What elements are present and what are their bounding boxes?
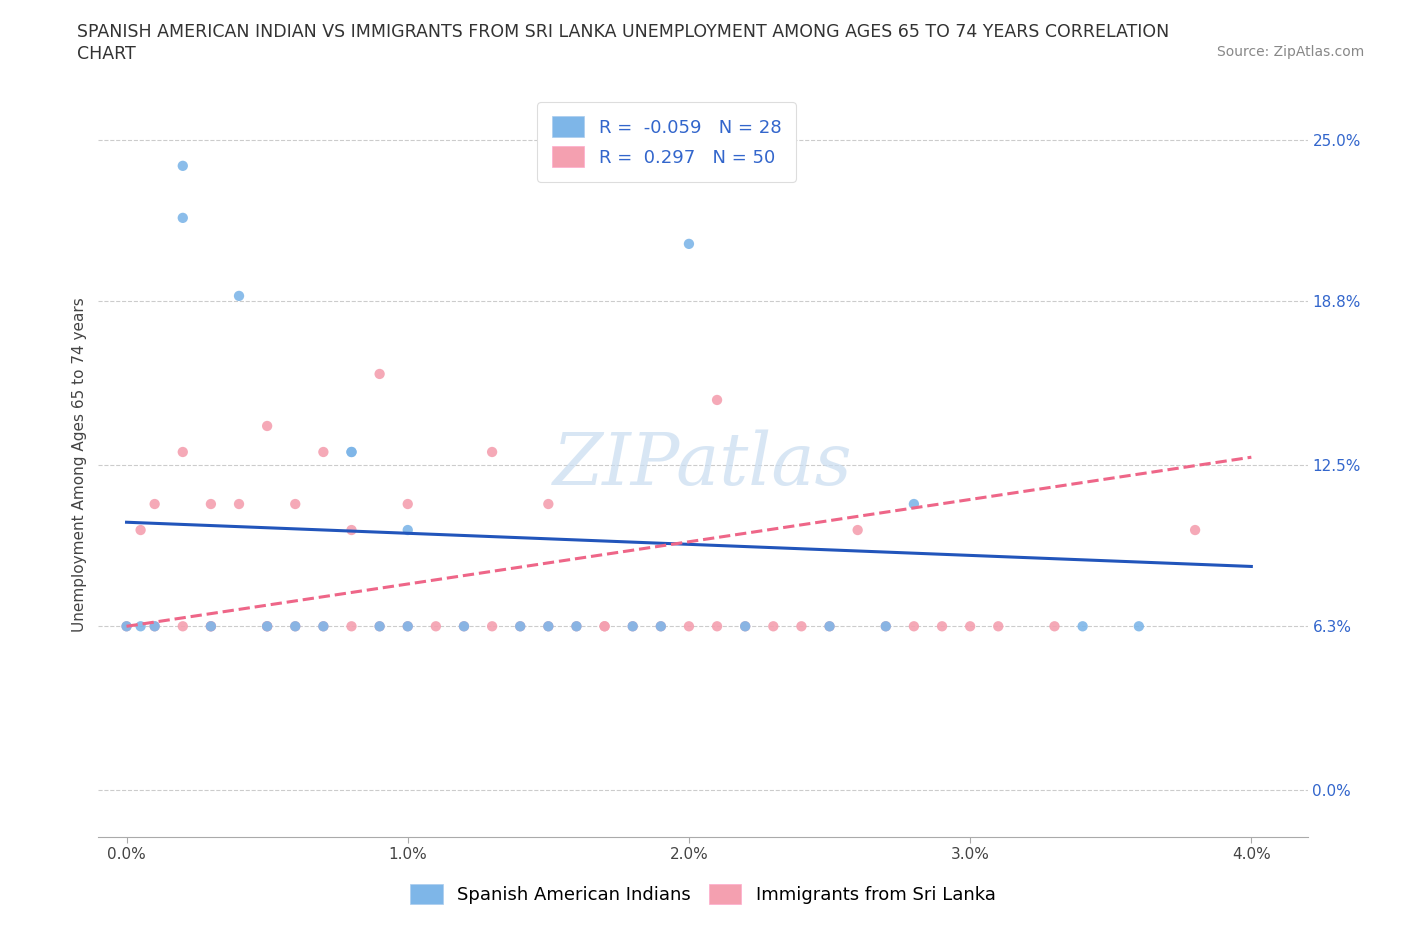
Point <box>1071 618 1094 633</box>
Point <box>621 618 644 633</box>
Point <box>481 445 503 459</box>
Legend: R =  -0.059   N = 28, R =  0.297   N = 50: R = -0.059 N = 28, R = 0.297 N = 50 <box>537 102 796 181</box>
Point <box>312 618 335 633</box>
Point <box>312 618 335 633</box>
Point <box>143 497 166 512</box>
Point <box>537 497 560 512</box>
Point <box>172 618 194 633</box>
Point <box>846 523 869 538</box>
Text: Source: ZipAtlas.com: Source: ZipAtlas.com <box>1216 45 1364 59</box>
Point <box>368 618 391 633</box>
Point <box>172 158 194 173</box>
Point <box>762 618 785 633</box>
Point <box>734 618 756 633</box>
Point <box>1184 523 1206 538</box>
Point <box>115 618 138 633</box>
Point <box>143 618 166 633</box>
Point <box>650 618 672 633</box>
Point <box>818 618 841 633</box>
Point <box>312 445 335 459</box>
Point <box>396 523 419 538</box>
Point <box>903 497 925 512</box>
Point <box>256 618 278 633</box>
Point <box>1128 618 1150 633</box>
Point <box>509 618 531 633</box>
Point <box>790 618 813 633</box>
Point <box>340 445 363 459</box>
Point <box>453 618 475 633</box>
Point <box>396 497 419 512</box>
Point <box>172 210 194 225</box>
Point <box>706 392 728 407</box>
Point <box>509 618 531 633</box>
Point <box>593 618 616 633</box>
Point <box>734 618 756 633</box>
Point <box>678 236 700 251</box>
Point <box>875 618 897 633</box>
Point <box>396 618 419 633</box>
Point <box>340 618 363 633</box>
Point <box>256 418 278 433</box>
Point <box>284 497 307 512</box>
Point <box>621 618 644 633</box>
Point <box>987 618 1010 633</box>
Point <box>228 288 250 303</box>
Point <box>129 618 152 633</box>
Text: SPANISH AMERICAN INDIAN VS IMMIGRANTS FROM SRI LANKA UNEMPLOYMENT AMONG AGES 65 : SPANISH AMERICAN INDIAN VS IMMIGRANTS FR… <box>77 23 1170 41</box>
Text: CHART: CHART <box>77 45 136 62</box>
Point <box>340 445 363 459</box>
Point <box>537 618 560 633</box>
Text: ZIPatlas: ZIPatlas <box>553 430 853 500</box>
Point <box>200 618 222 633</box>
Point <box>368 366 391 381</box>
Point <box>425 618 447 633</box>
Point <box>903 618 925 633</box>
Point <box>228 497 250 512</box>
Point <box>396 618 419 633</box>
Point <box>340 523 363 538</box>
Point <box>678 618 700 633</box>
Point <box>200 497 222 512</box>
Point <box>565 618 588 633</box>
Y-axis label: Unemployment Among Ages 65 to 74 years: Unemployment Among Ages 65 to 74 years <box>72 298 87 632</box>
Point <box>453 618 475 633</box>
Point <box>129 523 152 538</box>
Point <box>931 618 953 633</box>
Point <box>650 618 672 633</box>
Point <box>537 618 560 633</box>
Point <box>565 618 588 633</box>
Point <box>1043 618 1066 633</box>
Point <box>706 618 728 633</box>
Point <box>200 618 222 633</box>
Point <box>172 445 194 459</box>
Point <box>115 618 138 633</box>
Point <box>256 618 278 633</box>
Point <box>368 618 391 633</box>
Point <box>256 618 278 633</box>
Legend: Spanish American Indians, Immigrants from Sri Lanka: Spanish American Indians, Immigrants fro… <box>404 876 1002 911</box>
Point <box>284 618 307 633</box>
Point <box>875 618 897 633</box>
Point <box>143 618 166 633</box>
Point <box>959 618 981 633</box>
Point <box>284 618 307 633</box>
Point <box>200 618 222 633</box>
Point <box>818 618 841 633</box>
Point <box>481 618 503 633</box>
Point <box>593 618 616 633</box>
